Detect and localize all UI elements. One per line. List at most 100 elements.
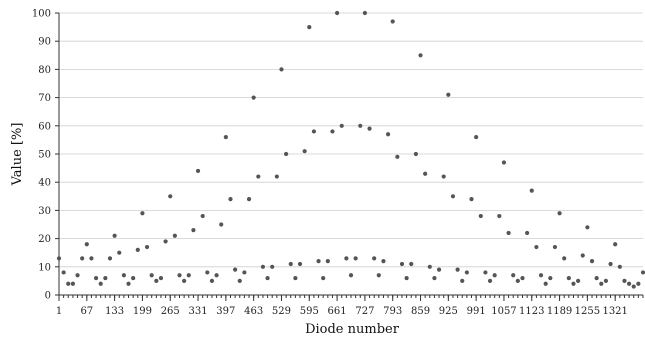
data-point xyxy=(302,149,307,154)
x-tick-label: 925 xyxy=(439,306,458,317)
x-tick-label: 1 xyxy=(56,306,62,317)
data-point xyxy=(367,126,372,131)
data-point xyxy=(580,253,585,258)
x-tick-label: 331 xyxy=(189,306,208,317)
data-point xyxy=(385,132,391,137)
x-tick-label: 793 xyxy=(383,306,402,317)
data-point xyxy=(172,233,177,238)
x-tick-label: 1189 xyxy=(547,306,572,317)
data-point xyxy=(478,213,483,219)
x-tick-label: 1255 xyxy=(575,306,600,317)
data-point xyxy=(200,213,205,219)
grid-lines xyxy=(59,12,643,268)
data-point xyxy=(525,230,530,236)
y-tick-label: 100 xyxy=(32,9,51,20)
y-tick-label: 80 xyxy=(38,65,51,76)
data-point xyxy=(168,194,173,199)
data-point xyxy=(284,151,289,157)
data-point xyxy=(552,244,558,250)
y-tick-label: 40 xyxy=(38,178,51,189)
x-tick-label: 265 xyxy=(161,306,180,317)
data-point xyxy=(121,273,126,278)
data-point xyxy=(571,281,576,286)
data-point xyxy=(270,264,275,269)
data-point xyxy=(256,174,261,179)
x-tick-label: 595 xyxy=(300,306,319,317)
data-point xyxy=(390,19,395,24)
y-tick-label: 60 xyxy=(38,121,51,132)
data-point xyxy=(251,95,256,100)
data-point xyxy=(242,270,247,275)
data-point xyxy=(330,129,335,134)
data-point xyxy=(418,53,423,58)
data-point xyxy=(325,259,330,264)
data-point xyxy=(413,151,418,157)
data-point xyxy=(89,256,94,261)
data-point xyxy=(432,275,437,281)
data-point xyxy=(446,92,451,97)
data-point xyxy=(492,273,497,278)
data-point xyxy=(154,278,159,283)
x-tick-label: 991 xyxy=(467,306,486,317)
data-point xyxy=(93,275,99,281)
data-point xyxy=(135,247,140,252)
data-point xyxy=(631,284,636,289)
data-point xyxy=(149,273,154,278)
data-point xyxy=(423,171,428,176)
data-point xyxy=(112,233,117,238)
y-tick-label: 0 xyxy=(45,291,51,302)
x-tick-label: 133 xyxy=(105,306,124,317)
x-tick-label: 727 xyxy=(355,306,374,317)
data-point xyxy=(589,259,595,264)
x-tick-label: 1123 xyxy=(519,306,544,317)
data-point xyxy=(566,275,571,281)
data-point xyxy=(334,10,340,16)
data-point xyxy=(455,267,460,272)
x-axis-title: Diode number xyxy=(305,322,400,337)
data-point xyxy=(293,275,298,281)
data-point xyxy=(353,256,358,261)
data-point xyxy=(622,278,627,283)
data-point xyxy=(321,275,326,281)
data-point xyxy=(636,281,641,286)
data-point xyxy=(585,225,590,230)
x-tick-label: 463 xyxy=(244,306,263,317)
data-point xyxy=(103,275,108,281)
data-point xyxy=(98,281,103,286)
data-point xyxy=(613,242,618,247)
data-point xyxy=(158,275,164,281)
data-point xyxy=(348,273,354,278)
data-point xyxy=(195,168,201,174)
data-point xyxy=(307,25,312,30)
data-point xyxy=(562,256,567,261)
data-point xyxy=(288,261,293,267)
data-point xyxy=(274,174,279,179)
data-point xyxy=(608,261,613,267)
data-point xyxy=(501,160,507,165)
data-point xyxy=(515,278,520,283)
x-tick-label: 397 xyxy=(216,306,235,317)
x-tick-label: 859 xyxy=(411,306,430,317)
data-point xyxy=(61,270,66,275)
data-point xyxy=(487,278,493,283)
data-point xyxy=(557,211,562,216)
data-point xyxy=(237,278,242,283)
data-point xyxy=(209,278,215,283)
data-point xyxy=(131,275,136,281)
data-point xyxy=(279,67,284,72)
data-point xyxy=(191,228,196,233)
data-point xyxy=(548,275,553,281)
data-point xyxy=(144,244,150,250)
data-point xyxy=(219,222,224,227)
data-point xyxy=(599,281,604,286)
y-tick-label: 50 xyxy=(38,150,51,161)
data-point xyxy=(265,275,270,281)
data-point xyxy=(594,275,599,281)
data-point xyxy=(117,250,122,255)
data-point xyxy=(376,273,381,278)
data-point xyxy=(182,278,187,283)
data-point xyxy=(543,281,548,286)
data-point xyxy=(404,275,409,281)
x-tick-label: 199 xyxy=(133,306,152,317)
